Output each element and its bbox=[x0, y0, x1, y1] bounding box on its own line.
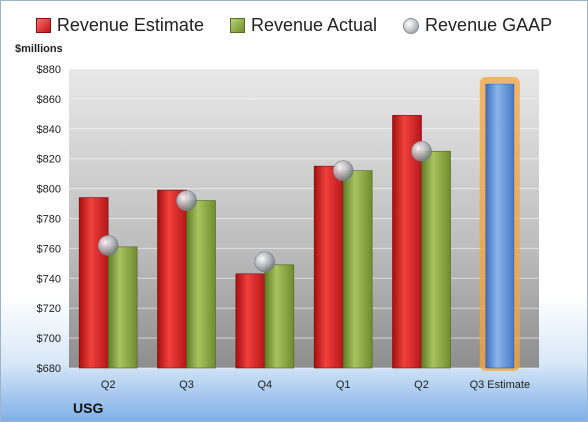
y-tick-label: $760 bbox=[37, 243, 61, 255]
y-tick-label: $800 bbox=[37, 184, 61, 196]
legend-item-estimate: Revenue Estimate bbox=[35, 15, 204, 36]
bar-revenue-estimate bbox=[78, 197, 109, 369]
legend-label-estimate: Revenue Estimate bbox=[56, 15, 204, 35]
x-tick-label: Q1 bbox=[336, 379, 351, 391]
point-revenue-gaap bbox=[332, 160, 354, 181]
legend-item-actual: Revenue Actual bbox=[229, 15, 378, 36]
bar-revenue-estimate bbox=[235, 273, 266, 369]
bar-revenue-actual bbox=[421, 150, 451, 369]
x-tick-label: Q3 Estimate bbox=[470, 379, 531, 391]
legend-item-gaap: Revenue GAAP bbox=[403, 15, 552, 36]
x-tick-label: Q3 bbox=[179, 379, 194, 391]
company-label: USG bbox=[73, 400, 104, 416]
y-tick-label: $840 bbox=[37, 124, 61, 136]
x-tick-label: Q2 bbox=[414, 379, 429, 391]
point-revenue-gaap bbox=[176, 190, 197, 211]
chart-legend: Revenue Estimate Revenue Actual Revenue … bbox=[1, 15, 587, 36]
bar-revenue-actual bbox=[186, 200, 216, 369]
x-tick-label: Q2 bbox=[101, 379, 116, 391]
legend-swatch-estimate bbox=[35, 18, 51, 33]
y-tick-label: $880 bbox=[37, 64, 61, 76]
legend-swatch-actual bbox=[229, 18, 245, 33]
bar-revenue-actual bbox=[264, 264, 295, 369]
y-tick-label: $860 bbox=[37, 94, 61, 106]
y-tick-label: $820 bbox=[37, 154, 61, 166]
bar-revenue-estimate bbox=[157, 189, 187, 369]
bar-revenue-actual bbox=[342, 170, 373, 369]
bar-revenue-actual bbox=[107, 246, 138, 369]
y-tick-label: $780 bbox=[37, 214, 61, 226]
y-tick-label: $680 bbox=[37, 363, 61, 375]
legend-label-actual: Revenue Actual bbox=[250, 15, 378, 35]
y-tick-label: $740 bbox=[37, 273, 61, 285]
bar-revenue-estimate bbox=[392, 115, 422, 369]
point-revenue-gaap bbox=[97, 235, 119, 256]
legend-label-gaap: Revenue GAAP bbox=[425, 15, 553, 35]
point-revenue-gaap bbox=[254, 251, 276, 273]
y-tick-label: $700 bbox=[37, 333, 61, 345]
bar-revenue-estimate bbox=[313, 165, 344, 369]
legend-swatch-gaap bbox=[403, 17, 420, 34]
point-revenue-gaap bbox=[411, 140, 432, 162]
y-tick-label: $720 bbox=[37, 303, 61, 315]
bar-revenue-forecast bbox=[485, 83, 515, 369]
y-axis-unit-label: $millions bbox=[15, 43, 63, 55]
x-tick-label: Q4 bbox=[257, 379, 272, 391]
